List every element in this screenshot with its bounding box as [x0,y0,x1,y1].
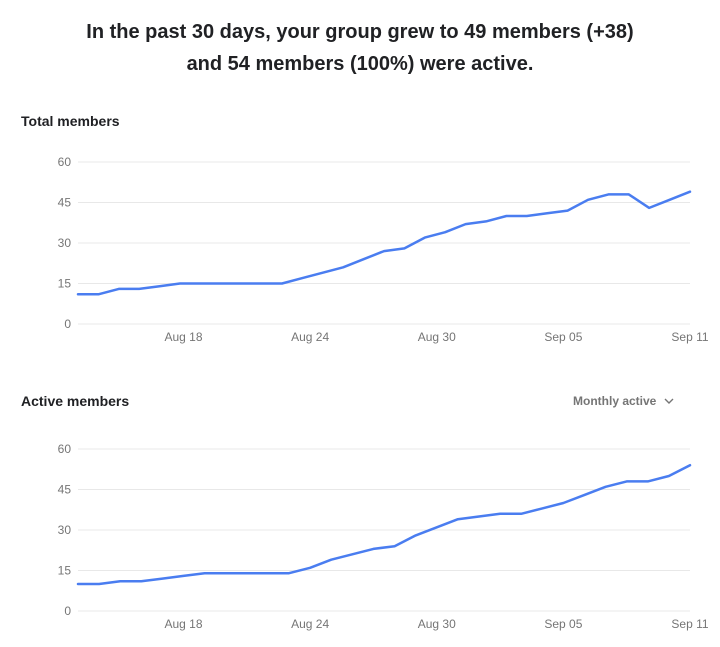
x-tick-label: Sep 05 [544,330,582,344]
y-tick-label: 60 [58,442,72,456]
y-tick-label: 15 [58,564,72,578]
active-period-label: Monthly active [573,394,657,408]
series-line [76,190,692,296]
x-tick-label: Aug 24 [291,617,329,631]
summary-headline: In the past 30 days, your group grew to … [0,16,720,80]
x-tick-label: Aug 30 [418,330,456,344]
total-members-title: Total members [21,113,120,129]
active-members-title: Active members [21,393,130,409]
active-members-chart: 0 15 30 45 60 Aug 18 Aug 24 Aug 30 Sep 05 Sep 11 [0,437,720,647]
series-line [76,463,692,586]
x-tick-label: Sep 11 [671,617,708,631]
total-members-chart: 0 15 30 45 60 Aug 18 Aug 24 Aug 30 Sep 05 Sep 11 [0,150,720,360]
x-tick-label: Aug 24 [291,330,329,344]
y-tick-label: 30 [58,523,72,537]
x-tick-label: Sep 11 [671,330,708,344]
y-tick-label: 0 [64,604,71,618]
y-tick-label: 45 [58,196,72,210]
chart-svg: 0 15 30 45 60 Aug 18 Aug 24 Aug 30 Sep 05 Sep 11 [58,155,709,344]
chart-svg: 0 15 30 45 60 Aug 18 Aug 24 Aug 30 Sep 05 Sep 11 [58,442,709,631]
chevron-down-icon [664,398,674,404]
y-tick-label: 60 [58,155,72,169]
x-tick-label: Aug 18 [164,617,202,631]
summary-line-1: In the past 30 days, your group grew to … [86,21,634,43]
summary-line-2: and 54 members (100%) were active. [186,53,534,75]
active-period-dropdown[interactable]: Monthly active [573,392,674,410]
y-tick-label: 15 [58,277,72,291]
x-tick-label: Sep 05 [544,617,582,631]
x-tick-label: Aug 30 [418,617,456,631]
y-tick-label: 45 [58,483,72,497]
y-tick-label: 0 [64,317,71,331]
x-tick-label: Aug 18 [164,330,202,344]
y-tick-label: 30 [58,236,72,250]
